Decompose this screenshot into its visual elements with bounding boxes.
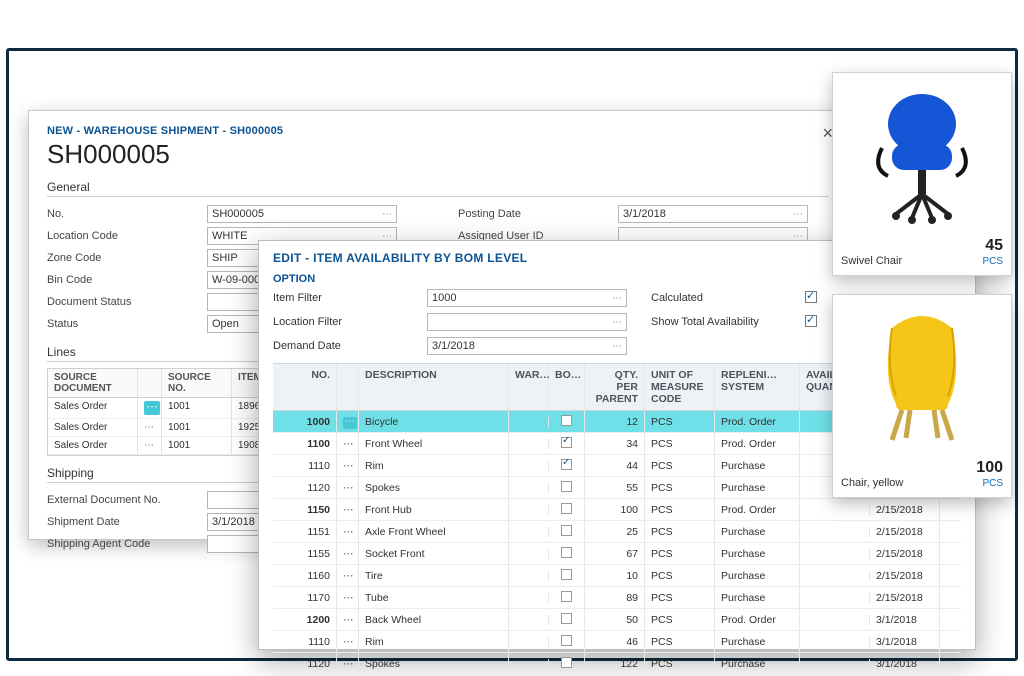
field-label: Shipment Date [47, 516, 207, 528]
demand-date-input[interactable]: 3/1/2018⋯ [427, 337, 627, 355]
col-uom[interactable]: UNIT OF MEASURE CODE [645, 364, 715, 410]
bom-row[interactable]: 1150 ⋯ Front Hub 100 PCS Prod. Order 2/1… [273, 499, 961, 521]
product-unit: PCS [982, 478, 1003, 489]
product-unit: PCS [982, 256, 1003, 267]
bom-checkbox[interactable] [561, 415, 572, 426]
product-image [841, 303, 1003, 453]
col-replenish[interactable]: REPLENI… SYSTEM [715, 364, 800, 410]
calculated-label: Calculated [651, 292, 781, 304]
bom-row[interactable]: 1151 ⋯ Axle Front Wheel 25 PCS Purchase … [273, 521, 961, 543]
bom-checkbox[interactable] [561, 591, 572, 602]
bom-row[interactable]: 1160 ⋯ Tire 10 PCS Purchase 2/15/2018 [273, 565, 961, 587]
demand-date-label: Demand Date [273, 340, 403, 352]
show-total-checkbox[interactable] [805, 315, 817, 327]
field-label: Status [47, 318, 207, 330]
row-menu-icon[interactable]: ⋯ [343, 417, 357, 429]
col-qty-per-parent[interactable]: QTY. PER PARENT [585, 364, 645, 410]
bom-row[interactable]: 1120 ⋯ Spokes 122 PCS Purchase 3/1/2018 [273, 653, 961, 675]
product-name: Chair, yellow [841, 477, 903, 489]
product-qty: 45 [985, 237, 1003, 254]
col-warehouse[interactable]: WAR… [509, 364, 549, 410]
bom-checkbox[interactable] [561, 459, 572, 470]
location-filter-label: Location Filter [273, 316, 403, 328]
bom-checkbox[interactable] [561, 613, 572, 624]
bom-row[interactable]: 1155 ⋯ Socket Front 67 PCS Purchase 2/15… [273, 543, 961, 565]
bom-row[interactable]: 1200 ⋯ Back Wheel 50 PCS Prod. Order 3/1… [273, 609, 961, 631]
field-input[interactable]: SH000005⋯ [207, 205, 397, 223]
row-menu-icon[interactable]: ⋯ [144, 401, 160, 415]
form-row: No. SH000005⋯ [47, 203, 418, 225]
product-card[interactable]: Swivel Chair 45 PCS [832, 72, 1012, 276]
bom-checkbox[interactable] [561, 503, 572, 514]
location-filter-input[interactable]: ⋯ [427, 313, 627, 331]
bom-checkbox[interactable] [561, 657, 572, 668]
col-source-document[interactable]: SOURCE DOCUMENT [48, 369, 138, 397]
col-description[interactable]: DESCRIPTION [359, 364, 509, 410]
field-label: Zone Code [47, 252, 207, 264]
bom-checkbox[interactable] [561, 547, 572, 558]
col-source-no[interactable]: SOURCE NO. [162, 369, 232, 397]
field-label: Location Code [47, 230, 207, 242]
bom-checkbox[interactable] [561, 635, 572, 646]
field-label: External Document No. [47, 494, 207, 506]
bom-checkbox[interactable] [561, 481, 572, 492]
product-card[interactable]: Chair, yellow 100 PCS [832, 294, 1012, 498]
item-filter-label: Item Filter [273, 292, 403, 304]
page-title: SH000005 [47, 139, 829, 170]
calculated-checkbox[interactable] [805, 291, 817, 303]
col-no[interactable]: NO. [273, 364, 337, 410]
field-input[interactable]: 3/1/2018⋯ [618, 205, 808, 223]
field-label: Posting Date [458, 208, 618, 220]
field-label: No. [47, 208, 207, 220]
breadcrumb: NEW - WAREHOUSE SHIPMENT - SH000005 [47, 125, 829, 137]
section-general: General [47, 180, 829, 197]
bom-checkbox[interactable] [561, 569, 572, 580]
product-name: Swivel Chair [841, 255, 902, 267]
product-image [841, 81, 1003, 231]
bom-checkbox[interactable] [561, 437, 572, 448]
field-label: Bin Code [47, 274, 207, 286]
bom-checkbox[interactable] [561, 525, 572, 536]
field-label: Shipping Agent Code [47, 538, 207, 550]
col-bom[interactable]: BO… [549, 364, 585, 410]
show-total-label: Show Total Availability [651, 316, 781, 328]
product-qty: 100 [976, 459, 1003, 476]
form-row: Posting Date 3/1/2018⋯ [458, 203, 829, 225]
field-label: Document Status [47, 296, 207, 308]
bom-row[interactable]: 1170 ⋯ Tube 89 PCS Purchase 2/15/2018 [273, 587, 961, 609]
bom-row[interactable]: 1110 ⋯ Rim 46 PCS Purchase 3/1/2018 [273, 631, 961, 653]
item-filter-input[interactable]: 1000⋯ [427, 289, 627, 307]
